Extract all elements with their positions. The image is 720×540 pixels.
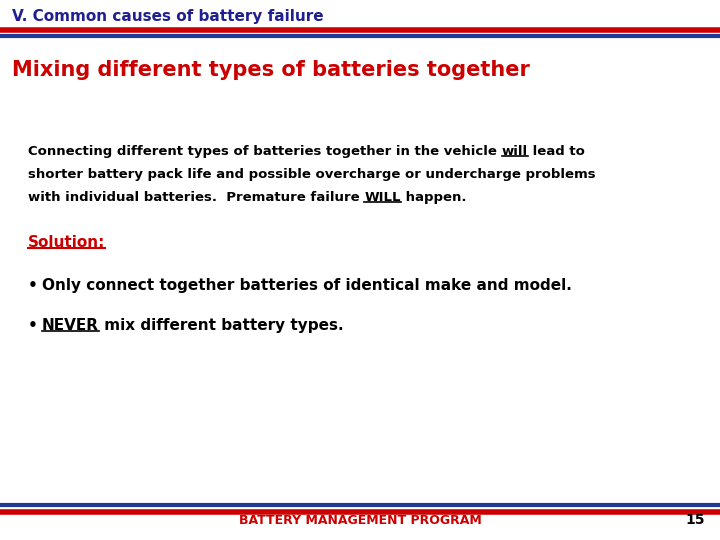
Text: •: • <box>28 318 38 333</box>
Text: with individual batteries.  Premature failure: with individual batteries. Premature fai… <box>28 191 364 204</box>
Text: WILL: WILL <box>364 191 401 204</box>
Text: will: will <box>502 145 528 158</box>
Text: lead to: lead to <box>528 145 585 158</box>
Text: Solution:: Solution: <box>28 235 105 250</box>
Text: NEVER: NEVER <box>42 318 99 333</box>
Text: V. Common causes of battery failure: V. Common causes of battery failure <box>12 9 323 24</box>
Text: shorter battery pack life and possible overcharge or undercharge problems: shorter battery pack life and possible o… <box>28 168 595 181</box>
Text: Only connect together batteries of identical make and model.: Only connect together batteries of ident… <box>42 278 572 293</box>
Text: happen.: happen. <box>401 191 467 204</box>
Text: Connecting different types of batteries together in the vehicle: Connecting different types of batteries … <box>28 145 502 158</box>
Text: 15: 15 <box>685 513 705 527</box>
Text: BATTERY MANAGEMENT PROGRAM: BATTERY MANAGEMENT PROGRAM <box>238 514 482 526</box>
Text: Mixing different types of batteries together: Mixing different types of batteries toge… <box>12 60 530 80</box>
Text: mix different battery types.: mix different battery types. <box>99 318 343 333</box>
Text: •: • <box>28 278 38 293</box>
